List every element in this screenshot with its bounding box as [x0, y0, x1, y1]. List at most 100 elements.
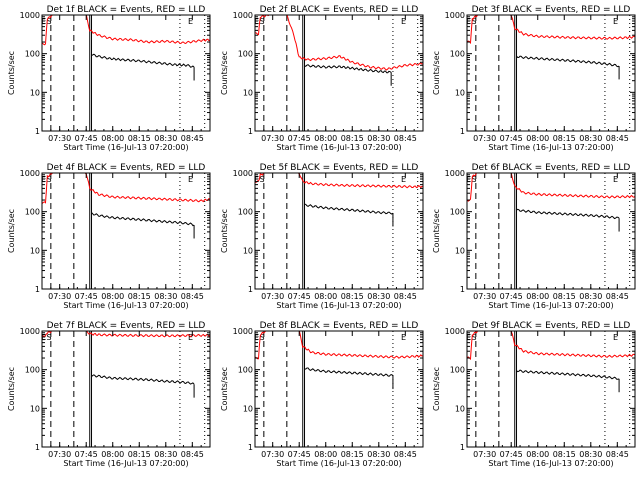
y-tick-label: 1: [248, 443, 253, 452]
y-tick-label: 10: [455, 404, 465, 413]
y-axis-label: Counts/sec: [432, 209, 441, 253]
plot-frame: [466, 172, 636, 290]
series-line-lld: [42, 331, 210, 338]
y-tick-label: 1000: [233, 11, 253, 20]
x-tick-label: 07:45: [288, 134, 311, 143]
x-axis-label: Start Time (16-Jul-13 07:20:00): [63, 143, 188, 152]
x-tick-label: 07:45: [75, 450, 98, 459]
x-tick-label: 07:30: [473, 134, 496, 143]
panel-title: Det 4f BLACK = Events, RED = LLD: [47, 163, 206, 173]
y-tick-label: 1: [35, 285, 40, 294]
y-axis-label: Counts/sec: [220, 209, 229, 253]
x-tick-label: 08:15: [341, 450, 364, 459]
panel-title: Det 6f BLACK = Events, RED = LLD: [472, 163, 631, 173]
x-tick-label: 07:30: [48, 292, 71, 301]
marker-label-e: E: [188, 17, 193, 26]
y-tick-label: 1000: [445, 327, 465, 336]
marker-label-s: S: [472, 333, 477, 342]
x-tick-label: 08:00: [314, 450, 337, 459]
marker-label-s: S: [472, 17, 477, 26]
x-tick-label: 08:00: [101, 134, 124, 143]
x-tick-label: 07:45: [288, 450, 311, 459]
y-tick-label: 100: [25, 50, 40, 59]
plot-frame: [466, 330, 636, 448]
x-axis-label: Start Time (16-Jul-13 07:20:00): [488, 301, 613, 310]
y-tick-label: 1: [460, 285, 465, 294]
marker-label-e: E: [254, 175, 259, 184]
x-tick-label: 07:45: [75, 292, 98, 301]
marker-label-s: S: [260, 333, 265, 342]
series-line-lld: [467, 15, 635, 45]
x-tick-label: 08:00: [526, 450, 549, 459]
x-tick-label: 08:15: [553, 292, 576, 301]
x-tick-label: 08:00: [526, 292, 549, 301]
x-tick-label: 07:30: [473, 450, 496, 459]
series-line-lld: [255, 331, 423, 360]
y-tick-label: 10: [30, 404, 40, 413]
marker-label-e: E: [613, 333, 618, 342]
x-tick-label: 08:15: [341, 134, 364, 143]
series-line-events: [516, 208, 620, 220]
series-line-lld: [467, 173, 635, 202]
x-tick-label: 07:30: [473, 292, 496, 301]
marker-label-e: E: [401, 17, 406, 26]
x-tick-label: 08:15: [553, 450, 576, 459]
y-tick-label: 1000: [445, 11, 465, 20]
y-tick-label: 1000: [445, 169, 465, 178]
marker-label-e: E: [613, 17, 618, 26]
x-tick-label: 07:30: [261, 450, 284, 459]
marker-label-e: E: [254, 333, 259, 342]
y-tick-label: 10: [243, 88, 253, 97]
x-axis-label: Start Time (16-Jul-13 07:20:00): [276, 459, 401, 468]
y-tick-label: 10: [455, 246, 465, 255]
y-tick-label: 1: [35, 127, 40, 136]
x-tick-label: 08:00: [314, 292, 337, 301]
marker-label-e: E: [41, 333, 46, 342]
x-axis-label: Start Time (16-Jul-13 07:20:00): [488, 143, 613, 152]
marker-label-e: E: [41, 17, 46, 26]
series-line-events: [91, 53, 195, 68]
plot-frame: [41, 330, 211, 448]
x-tick-label: 07:45: [500, 134, 523, 143]
panel-title: Det 3f BLACK = Events, RED = LLD: [472, 5, 631, 15]
panel-title: Det 9f BLACK = Events, RED = LLD: [472, 321, 631, 331]
y-tick-label: 10: [243, 404, 253, 413]
y-axis-label: Counts/sec: [220, 367, 229, 411]
x-axis-label: Start Time (16-Jul-13 07:20:00): [276, 301, 401, 310]
plot-frame: [254, 330, 424, 448]
marker-label-s: S: [47, 333, 52, 342]
marker-label-e: E: [41, 175, 46, 184]
plot-frame: [466, 14, 636, 132]
y-tick-label: 1000: [20, 11, 40, 20]
marker-label-e: E: [401, 333, 406, 342]
y-tick-label: 10: [455, 88, 465, 97]
series-line-events: [304, 367, 394, 377]
series-line-events: [91, 212, 195, 227]
y-axis-label: Counts/sec: [7, 367, 16, 411]
marker-label-e: E: [466, 17, 471, 26]
y-tick-label: 1: [248, 285, 253, 294]
y-tick-label: 1000: [233, 169, 253, 178]
panel-title: Det 8f BLACK = Events, RED = LLD: [260, 321, 419, 331]
x-tick-label: 08:30: [367, 292, 390, 301]
y-tick-label: 10: [30, 246, 40, 255]
y-tick-label: 1000: [233, 327, 253, 336]
x-tick-label: 07:30: [261, 134, 284, 143]
plot-frame: [41, 172, 211, 290]
y-tick-label: 1: [248, 127, 253, 136]
x-tick-label: 08:45: [606, 292, 629, 301]
x-tick-label: 07:30: [48, 450, 71, 459]
x-tick-label: 07:30: [261, 292, 284, 301]
y-tick-label: 100: [238, 50, 253, 59]
x-tick-label: 08:30: [367, 134, 390, 143]
x-tick-label: 07:45: [500, 292, 523, 301]
x-tick-label: 08:00: [101, 450, 124, 459]
x-tick-label: 08:30: [367, 450, 390, 459]
x-tick-label: 08:45: [181, 134, 204, 143]
